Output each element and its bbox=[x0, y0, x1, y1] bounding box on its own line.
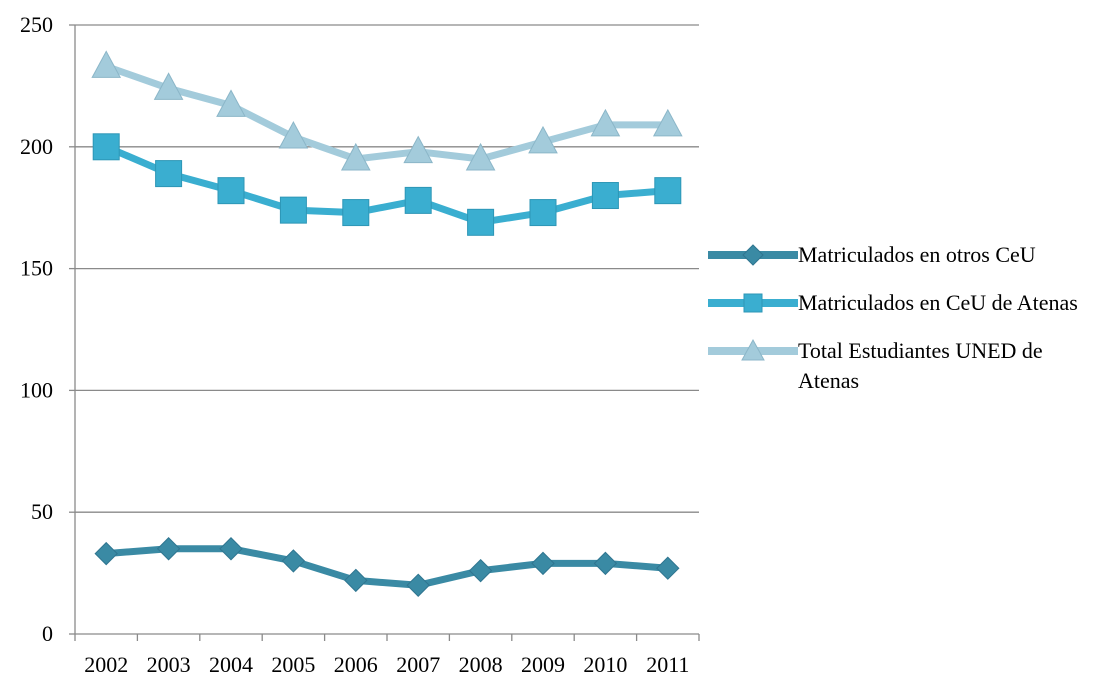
legend-label: Total Estudiantes UNED de Atenas bbox=[798, 338, 1043, 393]
legend-item-otros: Matriculados en otros CeU bbox=[708, 240, 1093, 270]
x-tick-label: 2005 bbox=[271, 652, 315, 676]
x-tick-label: 2008 bbox=[459, 652, 503, 676]
legend-item-total: Total Estudiantes UNED de Atenas bbox=[708, 336, 1093, 396]
series-square bbox=[92, 133, 682, 236]
data-point-triangle bbox=[528, 125, 558, 154]
legend-item-atenas: Matriculados en CeU de Atenas bbox=[708, 288, 1093, 318]
data-point-square bbox=[591, 182, 619, 210]
series-diamond bbox=[94, 537, 680, 597]
x-tick-label: 2010 bbox=[583, 652, 627, 676]
x-tick-label: 2011 bbox=[646, 652, 689, 676]
y-tick-label: 150 bbox=[20, 256, 53, 281]
legend-label: Matriculados en CeU de Atenas bbox=[798, 290, 1078, 315]
x-axis-ticks: 2002 2003 2004 2005 2006 2007 2008 2009 2010 2011 bbox=[74, 634, 700, 676]
data-point-triangle bbox=[91, 50, 122, 78]
x-tick-label: 2002 bbox=[84, 652, 128, 676]
data-point-square bbox=[92, 133, 120, 161]
data-point-triangle bbox=[465, 142, 496, 171]
data-point-triangle bbox=[590, 108, 621, 137]
legend-swatch-triangle bbox=[708, 338, 798, 361]
data-point-diamond bbox=[406, 573, 430, 597]
gridlines bbox=[75, 24, 699, 513]
data-point-diamond bbox=[281, 549, 306, 573]
series-group bbox=[91, 50, 683, 597]
data-point-triangle bbox=[340, 142, 371, 171]
data-point-square bbox=[155, 160, 183, 188]
data-point-square bbox=[217, 177, 245, 205]
data-point-diamond bbox=[344, 568, 368, 593]
data-point-square bbox=[279, 196, 307, 224]
data-point-triangle bbox=[216, 89, 246, 117]
series-line bbox=[105, 545, 669, 589]
x-tick-label: 2006 bbox=[334, 652, 378, 676]
series-line bbox=[105, 63, 668, 163]
data-point-square bbox=[467, 208, 495, 236]
x-tick-label: 2007 bbox=[396, 652, 440, 676]
series-triangle bbox=[91, 50, 683, 171]
data-point-diamond bbox=[156, 537, 181, 561]
y-tick-label: 50 bbox=[31, 499, 53, 524]
data-point-triangle bbox=[652, 108, 683, 137]
data-point-diamond bbox=[593, 551, 618, 576]
legend-swatch-diamond bbox=[708, 244, 798, 266]
y-axis-ticks: 0 50 100 150 200 250 bbox=[20, 12, 75, 646]
data-point-triangle bbox=[278, 121, 309, 149]
x-tick-label: 2004 bbox=[209, 652, 253, 676]
legend-label: Matriculados en otros CeU bbox=[798, 242, 1036, 267]
legend-swatch-square bbox=[708, 293, 798, 313]
data-point-diamond bbox=[531, 551, 555, 576]
data-point-diamond bbox=[219, 537, 243, 561]
x-tick-label: 2003 bbox=[147, 652, 191, 676]
data-point-square bbox=[404, 186, 432, 214]
series-line bbox=[104, 143, 669, 226]
y-tick-label: 100 bbox=[20, 377, 53, 402]
y-tick-label: 0 bbox=[42, 621, 53, 646]
data-point-square bbox=[654, 177, 682, 205]
data-point-diamond bbox=[468, 558, 493, 583]
data-point-triangle bbox=[153, 72, 184, 100]
data-point-square bbox=[529, 199, 557, 227]
data-point-diamond bbox=[656, 556, 680, 580]
data-point-diamond bbox=[94, 541, 118, 566]
legend: Matriculados en otros CeU Matriculados e… bbox=[708, 240, 1093, 414]
data-point-square bbox=[342, 199, 370, 227]
y-tick-label: 250 bbox=[20, 12, 53, 37]
data-point-triangle bbox=[403, 135, 434, 164]
x-tick-label: 2009 bbox=[521, 652, 565, 676]
y-tick-label: 200 bbox=[20, 134, 53, 159]
